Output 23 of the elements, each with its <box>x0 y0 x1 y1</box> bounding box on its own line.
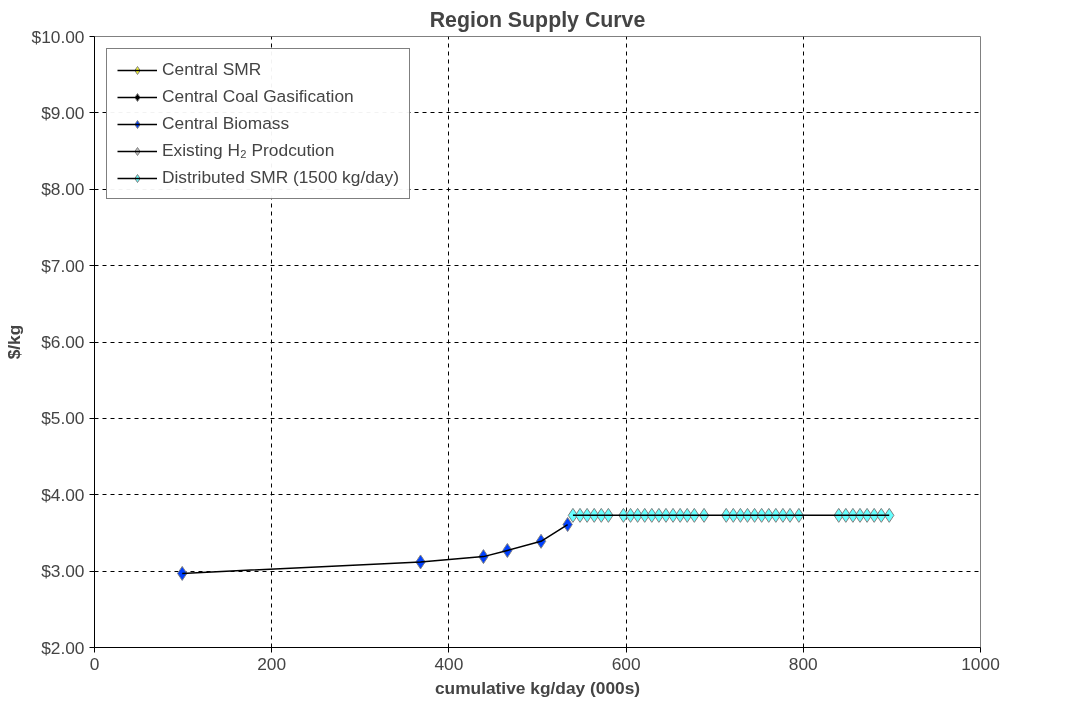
x-tick-label: 0 <box>89 653 100 674</box>
x-tick-label: 800 <box>788 653 818 674</box>
y-tick-label: $2.00 <box>41 637 85 658</box>
legend-label: Existing H₂ Prodcution <box>162 140 335 161</box>
legend-label: Central Coal Gasification <box>162 86 354 107</box>
x-tick-label: 600 <box>611 653 641 674</box>
x-tick-label: 200 <box>257 653 287 674</box>
x-tick-label: 400 <box>434 653 464 674</box>
y-axis-title: $/kg <box>3 324 24 360</box>
y-tick-label: $10.00 <box>31 26 85 47</box>
y-tick-label: $5.00 <box>41 408 85 429</box>
y-tick-label: $6.00 <box>41 332 85 352</box>
x-axis-title: cumulative kg/day (000s) <box>434 677 641 698</box>
y-tick-label: $8.00 <box>41 179 85 200</box>
chart-title: Region Supply Curve <box>429 7 646 32</box>
y-tick-label: $3.00 <box>41 561 85 582</box>
x-tick-label: 1000 <box>961 653 1000 674</box>
y-tick-label: $7.00 <box>41 255 85 276</box>
y-tick-label: $4.00 <box>41 484 85 505</box>
legend-label: Central Biomass <box>162 113 290 134</box>
legend-label: Distributed SMR (1500 kg/day) <box>162 167 399 188</box>
legend-label: Central SMR <box>162 59 262 80</box>
y-tick-label: $9.00 <box>41 102 85 123</box>
